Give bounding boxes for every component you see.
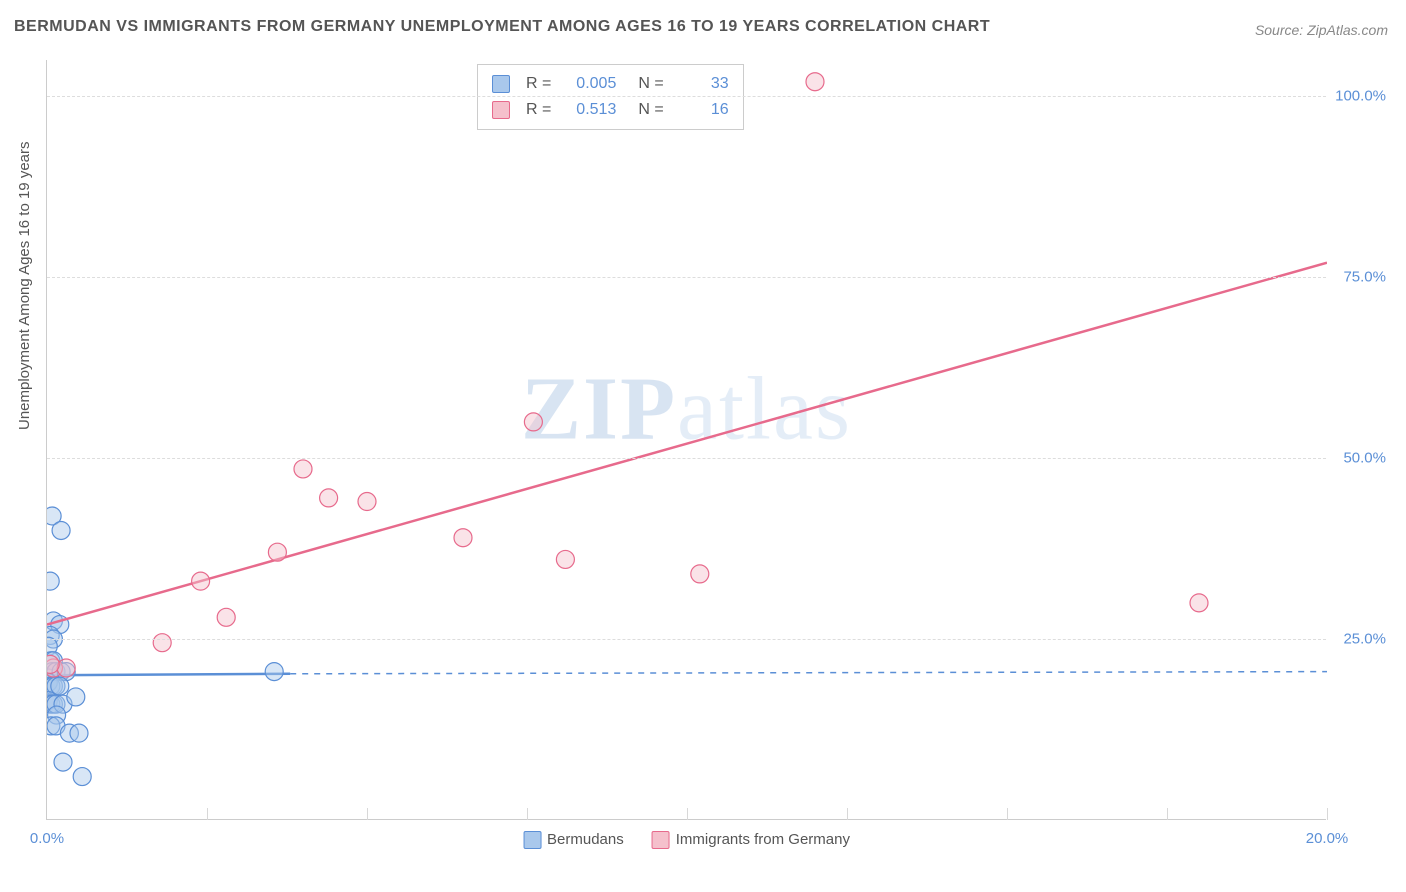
plot-area: ZIPatlas R =0.005N =33R =0.513N =16 Berm… bbox=[46, 60, 1326, 820]
correlation-row: R = 0.005 N = 33 bbox=[492, 71, 729, 97]
data-point bbox=[54, 753, 72, 771]
data-point bbox=[51, 677, 69, 695]
data-point bbox=[192, 572, 210, 590]
data-point bbox=[67, 688, 85, 706]
data-point bbox=[454, 529, 472, 547]
data-point bbox=[47, 655, 59, 673]
corr-n-value: 33 bbox=[674, 71, 729, 97]
data-point bbox=[691, 565, 709, 583]
data-point bbox=[47, 626, 59, 644]
data-point bbox=[47, 612, 62, 630]
gridline-vertical bbox=[1167, 808, 1168, 820]
gridline-horizontal bbox=[47, 96, 1326, 97]
trend-line bbox=[47, 674, 290, 675]
data-point bbox=[47, 717, 60, 735]
data-point bbox=[265, 663, 283, 681]
legend-swatch bbox=[492, 75, 510, 93]
legend-label: Bermudans bbox=[547, 831, 624, 848]
data-point bbox=[51, 616, 69, 634]
legend-item: Immigrants from Germany bbox=[652, 831, 850, 849]
data-point bbox=[47, 695, 60, 713]
y-axis-label: Unemployment Among Ages 16 to 19 years bbox=[16, 141, 33, 430]
data-point bbox=[806, 73, 824, 91]
corr-n-label: N = bbox=[638, 71, 663, 97]
data-point bbox=[47, 663, 65, 681]
data-point bbox=[73, 768, 91, 786]
gridline-vertical bbox=[687, 808, 688, 820]
data-point bbox=[47, 677, 65, 695]
chart-svg bbox=[47, 60, 1327, 820]
trend-line-extrapolated bbox=[290, 672, 1327, 674]
data-point bbox=[268, 543, 286, 561]
legend-swatch bbox=[492, 101, 510, 119]
data-point bbox=[320, 489, 338, 507]
data-point bbox=[556, 550, 574, 568]
data-point bbox=[54, 695, 72, 713]
corr-r-value: 0.005 bbox=[561, 71, 616, 97]
gridline-horizontal bbox=[47, 458, 1326, 459]
gridline-horizontal bbox=[47, 277, 1326, 278]
data-point bbox=[47, 572, 59, 590]
y-tick-label: 25.0% bbox=[1343, 631, 1386, 648]
legend-item: Bermudans bbox=[523, 831, 624, 849]
data-point bbox=[47, 677, 62, 695]
gridline-vertical bbox=[1007, 808, 1008, 820]
gridline-vertical bbox=[847, 808, 848, 820]
data-point bbox=[47, 673, 57, 691]
watermark-light: atlas bbox=[677, 360, 852, 459]
legend-label: Immigrants from Germany bbox=[676, 831, 850, 848]
y-tick-label: 75.0% bbox=[1343, 269, 1386, 286]
gridline-vertical bbox=[527, 808, 528, 820]
data-point bbox=[52, 663, 70, 681]
y-tick-label: 50.0% bbox=[1343, 450, 1386, 467]
data-point bbox=[524, 413, 542, 431]
corr-n-label: N = bbox=[638, 97, 663, 123]
data-point bbox=[1190, 594, 1208, 612]
data-point bbox=[47, 663, 61, 681]
watermark-bold: ZIP bbox=[521, 360, 677, 459]
data-point bbox=[57, 663, 75, 681]
trend-line bbox=[47, 263, 1327, 625]
data-point bbox=[47, 692, 57, 710]
data-point bbox=[52, 521, 70, 539]
data-point bbox=[47, 507, 61, 525]
data-point bbox=[60, 724, 78, 742]
data-point bbox=[153, 634, 171, 652]
gridline-vertical bbox=[1327, 808, 1328, 820]
data-point bbox=[57, 659, 75, 677]
corr-r-label: R = bbox=[526, 97, 551, 123]
series-legend: Bermudans Immigrants from Germany bbox=[523, 831, 850, 849]
data-point bbox=[48, 706, 66, 724]
data-point bbox=[47, 695, 62, 713]
correlation-row: R = 0.513 N = 16 bbox=[492, 97, 729, 123]
data-point bbox=[358, 493, 376, 511]
x-tick-label: 0.0% bbox=[30, 830, 64, 847]
x-tick-label: 20.0% bbox=[1306, 830, 1349, 847]
corr-r-value: 0.513 bbox=[561, 97, 616, 123]
legend-swatch bbox=[652, 831, 670, 849]
data-point bbox=[47, 652, 62, 670]
data-point bbox=[217, 608, 235, 626]
corr-r-label: R = bbox=[526, 71, 551, 97]
y-tick-label: 100.0% bbox=[1335, 88, 1386, 105]
gridline-vertical bbox=[367, 808, 368, 820]
data-point bbox=[294, 460, 312, 478]
corr-n-value: 16 bbox=[674, 97, 729, 123]
gridline-horizontal bbox=[47, 639, 1326, 640]
legend-swatch bbox=[523, 831, 541, 849]
data-point bbox=[47, 695, 65, 713]
source-attribution: Source: ZipAtlas.com bbox=[1255, 22, 1388, 38]
data-point bbox=[47, 717, 65, 735]
watermark-text: ZIPatlas bbox=[521, 358, 852, 461]
data-point bbox=[47, 659, 62, 677]
gridline-vertical bbox=[207, 808, 208, 820]
data-point bbox=[47, 677, 60, 695]
data-point bbox=[70, 724, 88, 742]
data-point bbox=[47, 652, 60, 670]
chart-title: BERMUDAN VS IMMIGRANTS FROM GERMANY UNEM… bbox=[14, 18, 990, 36]
